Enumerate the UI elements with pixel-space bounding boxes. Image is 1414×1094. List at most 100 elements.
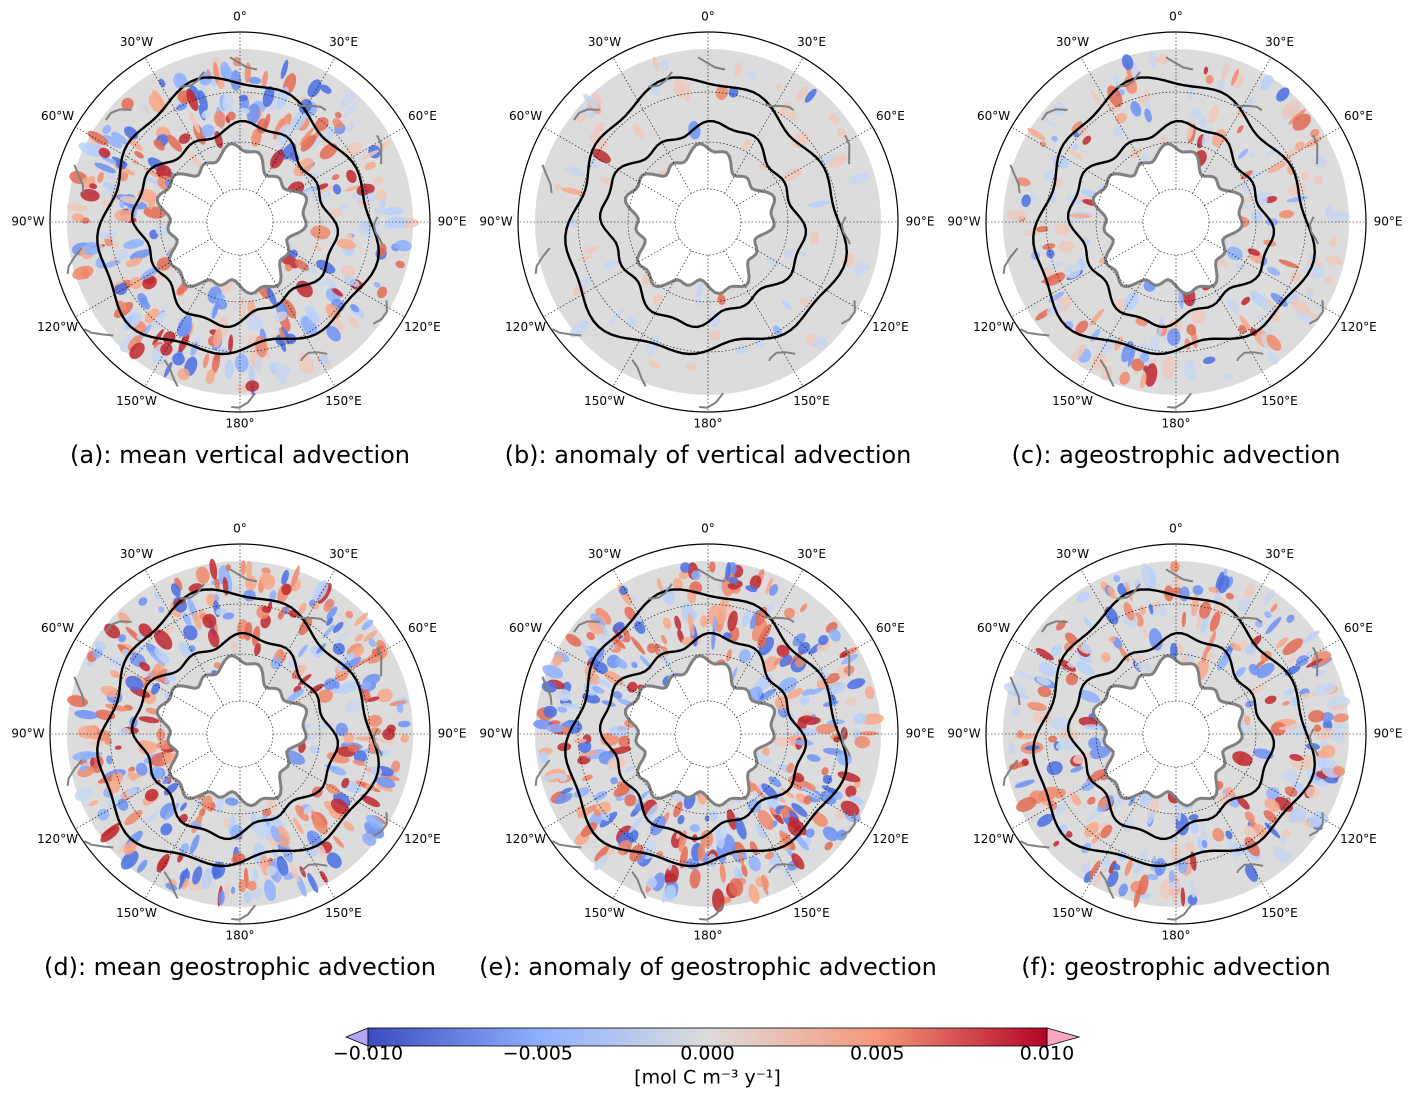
- field-patch: [1288, 657, 1297, 663]
- field-patch: [661, 634, 668, 645]
- coastline: [1002, 567, 1330, 921]
- field-patch: [546, 723, 565, 733]
- field-patch: [1054, 788, 1066, 799]
- field-patch: [111, 156, 128, 166]
- field-patch: [230, 70, 242, 91]
- field-patch: [725, 561, 731, 581]
- longitude-label: 90°W: [947, 727, 980, 741]
- field-patch: [794, 657, 805, 668]
- field-patch: [1162, 355, 1175, 379]
- field-patch: [1226, 246, 1243, 261]
- field-patch: [1237, 796, 1250, 810]
- field-patch: [552, 653, 563, 667]
- field-patch: [261, 606, 271, 613]
- colorbar-tick-label: −0.005: [503, 1043, 573, 1065]
- field-patch: [615, 658, 628, 669]
- field-patch: [331, 287, 344, 297]
- field-patch: [248, 365, 255, 385]
- field-patch: [1081, 862, 1091, 874]
- front-line: [130, 119, 340, 329]
- field-patch: [717, 294, 726, 305]
- field-patch: [1184, 842, 1195, 853]
- field-patch: [657, 850, 664, 858]
- field-patch: [1027, 701, 1047, 712]
- field-patch: [144, 788, 159, 802]
- field-patch: [72, 265, 94, 280]
- field-patch: [1053, 803, 1068, 814]
- field-patch: [375, 776, 396, 789]
- field-patch: [647, 643, 657, 654]
- field-patch: [818, 635, 829, 646]
- front-line: [96, 76, 381, 356]
- field-patch: [734, 816, 747, 840]
- field-patch: [673, 801, 683, 818]
- field-patch: [329, 208, 343, 218]
- field-patch: [262, 808, 272, 817]
- field-patch: [1127, 346, 1136, 367]
- field-patch: [218, 890, 225, 906]
- longitude-label: 60°E: [1344, 109, 1373, 123]
- field-patch: [578, 739, 592, 754]
- longitude-label: 120°W: [973, 832, 1014, 846]
- field-patch: [347, 744, 360, 752]
- field-patch: [821, 785, 837, 794]
- meridian: [1192, 250, 1272, 387]
- longitude-label: 150°W: [584, 394, 625, 408]
- field-patch: [1289, 754, 1303, 761]
- field-patch: [1007, 743, 1017, 755]
- longitude-label: 120°E: [404, 832, 441, 846]
- field-patch: [673, 577, 683, 590]
- field-patch: [1251, 210, 1263, 222]
- field-patch: [307, 79, 322, 98]
- field-patch: [1241, 181, 1250, 194]
- field-patch: [192, 612, 202, 630]
- meridian: [1204, 750, 1341, 830]
- field-patch: [331, 174, 340, 181]
- field-patch: [1270, 292, 1288, 307]
- field-patch: [776, 644, 790, 658]
- field-patch: [1261, 301, 1276, 316]
- field-patch: [132, 159, 139, 165]
- meridian: [268, 750, 405, 830]
- field-patch: [1236, 262, 1245, 271]
- field-patch: [709, 329, 721, 341]
- field-patch: [1056, 824, 1069, 836]
- field-patch: [1065, 830, 1073, 838]
- field-patch: [80, 189, 100, 202]
- field-patch: [1190, 108, 1202, 120]
- field-patch: [1282, 638, 1303, 656]
- field-patch: [1239, 315, 1251, 331]
- field-patch: [1065, 672, 1078, 686]
- field-patch: [1042, 243, 1056, 250]
- front-line: [1066, 119, 1276, 329]
- field-patch: [326, 325, 341, 342]
- field-patch: [88, 800, 99, 807]
- field-patch: [373, 281, 381, 288]
- field-patch: [630, 593, 638, 603]
- field-patch: [1243, 715, 1251, 726]
- longitude-label: 180°: [694, 417, 723, 431]
- field-patch: [586, 632, 595, 641]
- field-patch: [1143, 365, 1148, 372]
- field-patch: [1118, 883, 1128, 897]
- field-patch: [748, 856, 761, 872]
- field-patch: [1071, 793, 1082, 806]
- longitude-label: 90°E: [906, 215, 935, 229]
- field-patch: [176, 102, 188, 111]
- meridian: [543, 750, 680, 830]
- longitude-label: 150°W: [584, 906, 625, 920]
- field-patch: [1038, 662, 1057, 677]
- field-patch: [253, 318, 264, 330]
- longitude-label: 90°W: [11, 727, 44, 741]
- longitude-label: 150°E: [793, 394, 830, 408]
- meridian: [736, 750, 873, 830]
- field-patch: [809, 231, 820, 245]
- meridian: [75, 638, 212, 718]
- field-patch: [340, 91, 355, 108]
- field-patch: [286, 689, 305, 703]
- field-patch: [72, 213, 84, 222]
- field-patch: [201, 110, 212, 120]
- map-panel: 0° 30°E 60°E 90°E 120°E 150°E 180° 150°W 120°W 90…: [479, 10, 934, 470]
- field-patch: [361, 689, 371, 703]
